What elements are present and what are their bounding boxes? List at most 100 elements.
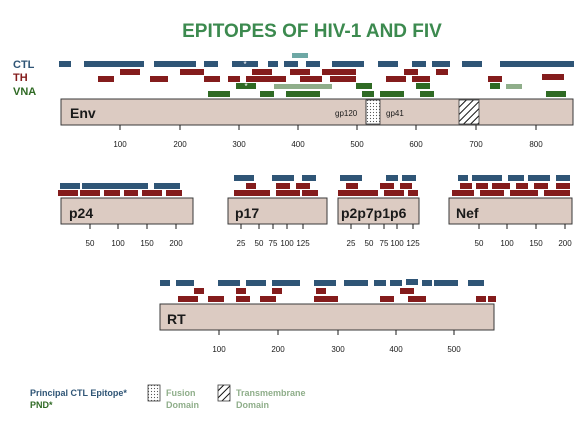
ctl-epitope-bar bbox=[314, 280, 336, 286]
th-epitope-bar bbox=[510, 190, 538, 196]
nef-epitopes bbox=[452, 175, 570, 196]
ctl-epitope-bar bbox=[218, 280, 240, 286]
th-epitope-bar bbox=[180, 69, 204, 75]
th-epitope-bar bbox=[296, 183, 310, 189]
ctl-epitope-bar bbox=[406, 279, 418, 285]
ctl-epitope-bar bbox=[272, 280, 300, 286]
env-tick-label: 100 bbox=[113, 140, 127, 149]
th-epitope-bar bbox=[276, 190, 300, 196]
nef-label: Nef bbox=[456, 205, 479, 221]
env-tick-label: 500 bbox=[350, 140, 364, 149]
vna-epitope-bar bbox=[416, 83, 430, 89]
rt-protein-box bbox=[159, 303, 495, 331]
ctl-epitope-bar bbox=[412, 61, 426, 67]
th-epitope-bar bbox=[236, 288, 246, 294]
principal-ctl-marker: * bbox=[243, 60, 246, 69]
ctl-epitope-bar bbox=[508, 175, 524, 181]
th-epitope-bar bbox=[384, 190, 404, 196]
th-epitope-bar bbox=[556, 183, 570, 189]
th-epitope-bar bbox=[386, 76, 406, 82]
vna-epitope-bar bbox=[546, 91, 566, 97]
p2p7p1p6-tick-label: 100 bbox=[390, 239, 404, 248]
th-epitope-bar bbox=[316, 288, 326, 294]
ctl-epitope-bar bbox=[60, 183, 80, 189]
th-epitope-bar bbox=[246, 76, 286, 82]
rt-tick-label: 300 bbox=[331, 345, 345, 354]
ctl-epitope-bar bbox=[284, 61, 298, 67]
ctl-epitope-bar bbox=[272, 175, 294, 181]
th-epitope-bar bbox=[104, 190, 120, 196]
th-epitope-bar bbox=[452, 190, 474, 196]
ctl-epitope-bar bbox=[340, 175, 362, 181]
th-epitope-bar bbox=[408, 190, 418, 196]
env-epitopes: * * bbox=[59, 53, 574, 97]
th-epitope-bar bbox=[302, 190, 318, 196]
th-epitope-bar bbox=[236, 296, 250, 302]
th-epitope-bar bbox=[314, 296, 338, 302]
vna-epitope-bar bbox=[362, 91, 374, 97]
env-protein-box bbox=[60, 98, 574, 126]
ctl-epitope-bar bbox=[232, 61, 258, 67]
ctl-epitope-bar bbox=[154, 61, 196, 67]
p2p7p1p6-protein-box bbox=[337, 197, 420, 225]
th-epitope-bar bbox=[124, 190, 138, 196]
th-epitope-bar bbox=[404, 69, 418, 75]
ctl-epitope-bar bbox=[556, 175, 570, 181]
th-epitope-bar bbox=[534, 183, 548, 189]
ctl-epitope-bar bbox=[386, 175, 398, 181]
env-tick-label: 700 bbox=[469, 140, 483, 149]
p17-tick-label: 75 bbox=[269, 239, 278, 248]
th-epitope-bar bbox=[322, 69, 356, 75]
p2p7p1p6-tick-label: 125 bbox=[406, 239, 420, 248]
rt-tick-label: 200 bbox=[271, 345, 285, 354]
vna-epitope-bar bbox=[356, 83, 372, 89]
principal-ctl-marker: * bbox=[244, 82, 247, 91]
ctl-epitope-bar bbox=[302, 175, 316, 181]
th-epitope-bar bbox=[476, 296, 486, 302]
nef-tick-label: 150 bbox=[529, 239, 543, 248]
th-epitope-bar bbox=[208, 296, 224, 302]
env-tick-label: 800 bbox=[529, 140, 543, 149]
gp120-label: gp120 bbox=[335, 109, 358, 118]
ctl-epitope-bar bbox=[402, 175, 416, 181]
legend-transmembrane-swatch bbox=[217, 384, 231, 402]
legend-transmembrane-line2: Domain bbox=[236, 400, 269, 410]
ctl-epitope-bar bbox=[462, 61, 482, 67]
vna-epitope-bar bbox=[490, 83, 500, 89]
th-epitope-bar bbox=[194, 288, 204, 294]
ctl-epitope-bar bbox=[154, 183, 180, 189]
nef-tick-label: 200 bbox=[558, 239, 572, 248]
th-epitope-bar bbox=[460, 183, 472, 189]
pnd-epitope-bar bbox=[292, 53, 308, 58]
th-epitope-bar bbox=[276, 183, 290, 189]
ctl-epitope-bar bbox=[246, 280, 266, 286]
th-epitope-bar bbox=[166, 190, 182, 196]
ctl-row-label: CTL bbox=[13, 59, 35, 71]
p24-tick-label: 50 bbox=[86, 239, 95, 248]
th-epitope-bar bbox=[330, 76, 356, 82]
vna-epitope-bar bbox=[286, 91, 320, 97]
legend-pnd: PND* bbox=[30, 400, 53, 410]
diagram-title: EPITOPES OF HIV-1 AND FIV bbox=[182, 21, 442, 42]
legend-fusion-line2: Domain bbox=[166, 400, 199, 410]
th-epitope-bar bbox=[228, 76, 240, 82]
ctl-epitope-bar bbox=[268, 61, 278, 67]
th-epitope-bar bbox=[80, 190, 100, 196]
vna-epitope-bar bbox=[260, 91, 274, 97]
p24-protein-box bbox=[60, 197, 194, 225]
p17-tick-label: 100 bbox=[280, 239, 294, 248]
nef-tick-label: 100 bbox=[500, 239, 514, 248]
ctl-epitope-bar bbox=[500, 61, 574, 67]
p2p7p1p6-label: p2p7p1p6 bbox=[341, 205, 407, 221]
p17-axis: 25 50 75 100 125 bbox=[237, 224, 310, 248]
nef-axis: 50 100 150 200 bbox=[475, 224, 572, 248]
ctl-epitope-bar bbox=[176, 280, 194, 286]
env-label: Env bbox=[70, 105, 96, 121]
legend-fusion-line1: Fusion bbox=[166, 388, 196, 398]
ctl-epitope-bar bbox=[306, 61, 320, 67]
th-epitope-bar bbox=[346, 183, 358, 189]
env-tick-label: 600 bbox=[409, 140, 423, 149]
vna-epitope-bar bbox=[380, 91, 404, 97]
rt-label: RT bbox=[167, 311, 186, 327]
gp41-label: gp41 bbox=[386, 109, 404, 118]
